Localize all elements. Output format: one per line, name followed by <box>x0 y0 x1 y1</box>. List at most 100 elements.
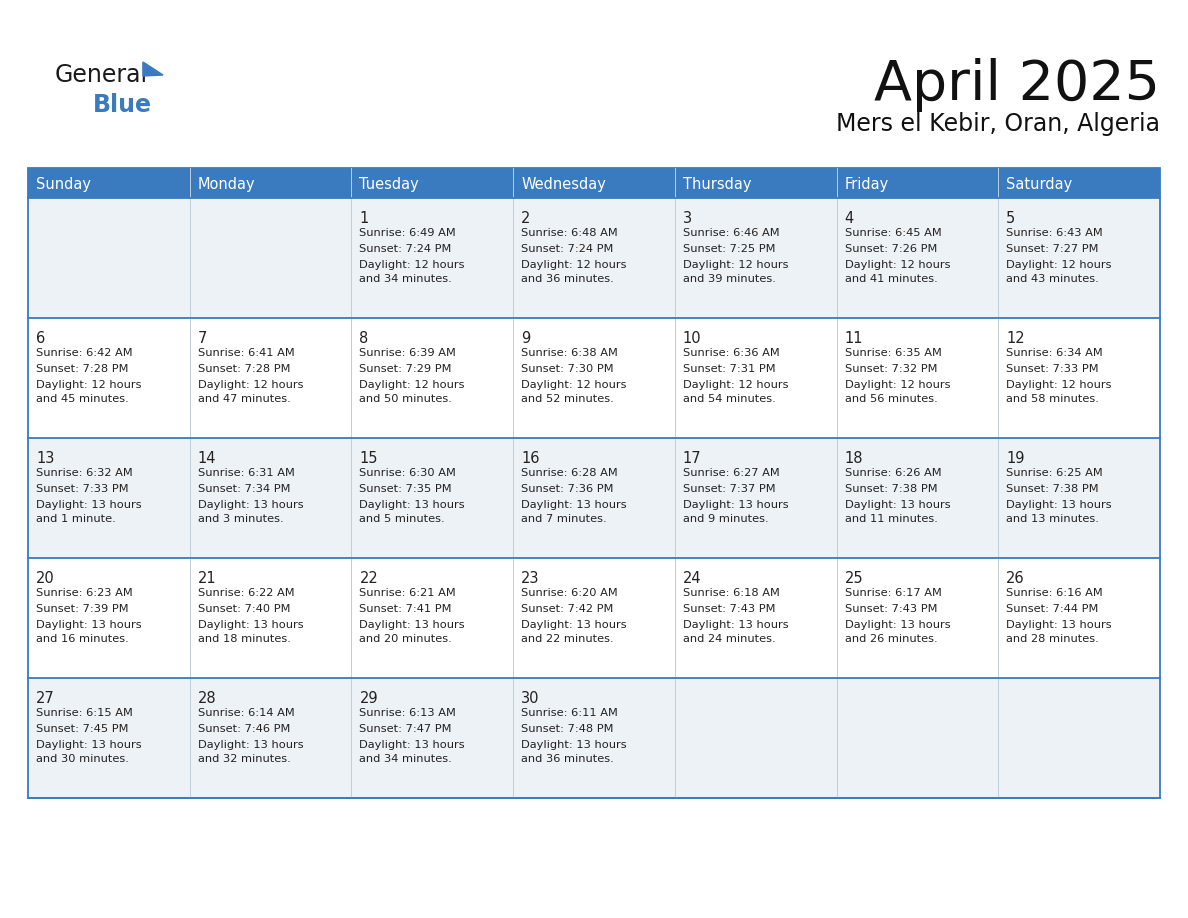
Text: Daylight: 13 hours: Daylight: 13 hours <box>1006 620 1112 630</box>
Text: 14: 14 <box>197 451 216 466</box>
Text: Wednesday: Wednesday <box>522 176 606 192</box>
Text: 5: 5 <box>1006 211 1016 226</box>
Text: 30: 30 <box>522 691 539 706</box>
Text: Sunset: 7:29 PM: Sunset: 7:29 PM <box>360 364 451 374</box>
Text: Daylight: 13 hours: Daylight: 13 hours <box>845 500 950 510</box>
Text: Daylight: 13 hours: Daylight: 13 hours <box>36 500 141 510</box>
Text: Daylight: 12 hours: Daylight: 12 hours <box>360 380 465 390</box>
Text: Sunrise: 6:31 AM: Sunrise: 6:31 AM <box>197 468 295 478</box>
Text: Tuesday: Tuesday <box>360 176 419 192</box>
Text: and 32 minutes.: and 32 minutes. <box>197 754 290 764</box>
Text: Sunset: 7:46 PM: Sunset: 7:46 PM <box>197 724 290 734</box>
Text: 26: 26 <box>1006 571 1025 586</box>
Text: Daylight: 12 hours: Daylight: 12 hours <box>683 260 789 270</box>
Text: Sunrise: 6:22 AM: Sunrise: 6:22 AM <box>197 588 295 598</box>
Text: and 36 minutes.: and 36 minutes. <box>522 274 614 284</box>
Text: Friday: Friday <box>845 176 889 192</box>
Text: Sunrise: 6:35 AM: Sunrise: 6:35 AM <box>845 348 941 358</box>
Text: Sunrise: 6:14 AM: Sunrise: 6:14 AM <box>197 708 295 718</box>
Text: and 39 minutes.: and 39 minutes. <box>683 274 776 284</box>
Bar <box>29 678 1159 798</box>
Text: Sunset: 7:33 PM: Sunset: 7:33 PM <box>36 484 128 494</box>
Text: and 1 minute.: and 1 minute. <box>36 514 115 524</box>
Text: Sunrise: 6:27 AM: Sunrise: 6:27 AM <box>683 468 779 478</box>
Text: Sunset: 7:43 PM: Sunset: 7:43 PM <box>845 604 937 614</box>
Text: Sunrise: 6:36 AM: Sunrise: 6:36 AM <box>683 348 779 358</box>
Text: Mers el Kebir, Oran, Algeria: Mers el Kebir, Oran, Algeria <box>836 112 1159 136</box>
Text: Sunset: 7:38 PM: Sunset: 7:38 PM <box>1006 484 1099 494</box>
Text: Daylight: 13 hours: Daylight: 13 hours <box>360 620 465 630</box>
Text: and 36 minutes.: and 36 minutes. <box>522 754 614 764</box>
Text: Daylight: 12 hours: Daylight: 12 hours <box>522 260 626 270</box>
Text: 11: 11 <box>845 331 862 346</box>
Text: and 56 minutes.: and 56 minutes. <box>845 394 937 404</box>
Text: Sunrise: 6:11 AM: Sunrise: 6:11 AM <box>522 708 618 718</box>
Text: Sunset: 7:26 PM: Sunset: 7:26 PM <box>845 244 937 254</box>
Text: and 22 minutes.: and 22 minutes. <box>522 634 614 644</box>
Text: Sunset: 7:24 PM: Sunset: 7:24 PM <box>522 244 613 254</box>
Text: Daylight: 13 hours: Daylight: 13 hours <box>683 620 789 630</box>
Text: and 20 minutes.: and 20 minutes. <box>360 634 453 644</box>
Text: 16: 16 <box>522 451 539 466</box>
Bar <box>29 168 190 198</box>
Text: Sunrise: 6:48 AM: Sunrise: 6:48 AM <box>522 228 618 238</box>
Text: and 34 minutes.: and 34 minutes. <box>360 274 453 284</box>
Text: and 54 minutes.: and 54 minutes. <box>683 394 776 404</box>
Text: Daylight: 12 hours: Daylight: 12 hours <box>845 380 950 390</box>
Text: Sunset: 7:37 PM: Sunset: 7:37 PM <box>683 484 776 494</box>
Text: Daylight: 13 hours: Daylight: 13 hours <box>36 620 141 630</box>
Bar <box>352 168 513 198</box>
Text: Thursday: Thursday <box>683 176 751 192</box>
Text: Sunrise: 6:34 AM: Sunrise: 6:34 AM <box>1006 348 1102 358</box>
Text: Sunset: 7:31 PM: Sunset: 7:31 PM <box>683 364 776 374</box>
Text: Sunrise: 6:38 AM: Sunrise: 6:38 AM <box>522 348 618 358</box>
Text: Sunset: 7:35 PM: Sunset: 7:35 PM <box>360 484 453 494</box>
Text: Sunset: 7:43 PM: Sunset: 7:43 PM <box>683 604 776 614</box>
Text: and 41 minutes.: and 41 minutes. <box>845 274 937 284</box>
Text: and 18 minutes.: and 18 minutes. <box>197 634 291 644</box>
Text: 8: 8 <box>360 331 368 346</box>
Bar <box>29 438 1159 558</box>
Text: Daylight: 13 hours: Daylight: 13 hours <box>197 740 303 750</box>
Text: Daylight: 13 hours: Daylight: 13 hours <box>1006 500 1112 510</box>
Text: Sunset: 7:38 PM: Sunset: 7:38 PM <box>845 484 937 494</box>
Bar <box>29 558 1159 678</box>
Text: 29: 29 <box>360 691 378 706</box>
Text: 20: 20 <box>36 571 55 586</box>
Text: Sunset: 7:40 PM: Sunset: 7:40 PM <box>197 604 290 614</box>
Text: and 26 minutes.: and 26 minutes. <box>845 634 937 644</box>
Text: 27: 27 <box>36 691 55 706</box>
Text: and 24 minutes.: and 24 minutes. <box>683 634 776 644</box>
Text: Sunset: 7:36 PM: Sunset: 7:36 PM <box>522 484 614 494</box>
Text: Sunrise: 6:23 AM: Sunrise: 6:23 AM <box>36 588 133 598</box>
Text: and 7 minutes.: and 7 minutes. <box>522 514 607 524</box>
Text: Sunrise: 6:20 AM: Sunrise: 6:20 AM <box>522 588 618 598</box>
Text: 23: 23 <box>522 571 539 586</box>
Text: Daylight: 13 hours: Daylight: 13 hours <box>360 740 465 750</box>
Text: Daylight: 12 hours: Daylight: 12 hours <box>522 380 626 390</box>
Text: and 13 minutes.: and 13 minutes. <box>1006 514 1099 524</box>
Bar <box>29 198 1159 318</box>
Text: 1: 1 <box>360 211 368 226</box>
Text: Daylight: 12 hours: Daylight: 12 hours <box>36 380 141 390</box>
Text: Sunrise: 6:39 AM: Sunrise: 6:39 AM <box>360 348 456 358</box>
Text: Sunset: 7:41 PM: Sunset: 7:41 PM <box>360 604 451 614</box>
Text: Sunrise: 6:21 AM: Sunrise: 6:21 AM <box>360 588 456 598</box>
Text: Daylight: 13 hours: Daylight: 13 hours <box>360 500 465 510</box>
Text: Daylight: 13 hours: Daylight: 13 hours <box>522 740 627 750</box>
Text: and 28 minutes.: and 28 minutes. <box>1006 634 1099 644</box>
Text: Sunrise: 6:49 AM: Sunrise: 6:49 AM <box>360 228 456 238</box>
Bar <box>836 168 998 198</box>
Text: and 52 minutes.: and 52 minutes. <box>522 394 614 404</box>
Text: Sunrise: 6:32 AM: Sunrise: 6:32 AM <box>36 468 133 478</box>
Text: 12: 12 <box>1006 331 1025 346</box>
Text: 3: 3 <box>683 211 691 226</box>
Text: and 47 minutes.: and 47 minutes. <box>197 394 290 404</box>
Text: Sunset: 7:34 PM: Sunset: 7:34 PM <box>197 484 290 494</box>
Text: 18: 18 <box>845 451 862 466</box>
Text: and 3 minutes.: and 3 minutes. <box>197 514 284 524</box>
Text: Sunrise: 6:15 AM: Sunrise: 6:15 AM <box>36 708 133 718</box>
Text: Sunrise: 6:25 AM: Sunrise: 6:25 AM <box>1006 468 1102 478</box>
Text: Daylight: 13 hours: Daylight: 13 hours <box>522 500 627 510</box>
Text: and 9 minutes.: and 9 minutes. <box>683 514 769 524</box>
